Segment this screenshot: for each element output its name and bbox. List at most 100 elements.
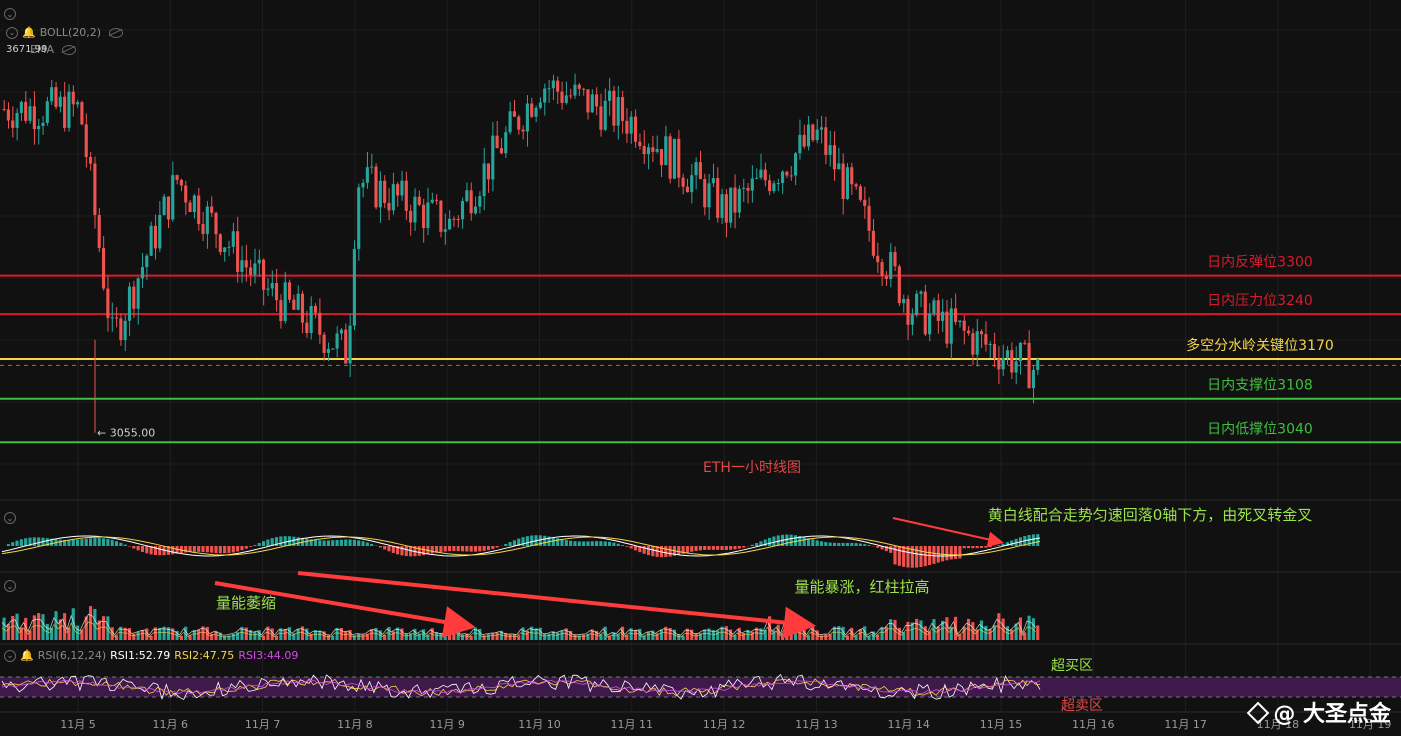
macd-bar: [832, 542, 837, 546]
macd-bar: [742, 546, 746, 548]
volume-bar: [902, 632, 906, 640]
candle-body: [300, 293, 305, 323]
candle-body: [646, 147, 651, 155]
candle-body: [997, 358, 1001, 370]
candle-body: [106, 288, 110, 318]
candle-body: [422, 204, 426, 228]
macd-bar: [971, 546, 975, 549]
volume-bar: [625, 634, 629, 640]
candle-body: [171, 175, 175, 220]
chevron-down-icon[interactable]: ⌄: [4, 8, 16, 20]
rsi3-line: [1, 679, 1041, 695]
candle-body: [850, 167, 854, 185]
x-tick-label: 11月 7: [245, 718, 281, 731]
macd-bar: [802, 537, 806, 546]
macd-bar: [729, 546, 733, 550]
candle-body: [564, 95, 568, 103]
macd-bar: [806, 538, 811, 546]
candle-body: [335, 333, 339, 349]
volume-bar: [889, 619, 893, 640]
macd-bar: [616, 543, 620, 546]
macd-bar: [608, 541, 612, 546]
chevron-down-icon[interactable]: ⌄: [4, 580, 16, 592]
eye-hidden-icon[interactable]: [61, 44, 76, 55]
volume-bar: [608, 635, 612, 640]
macd-header[interactable]: ⌄: [4, 512, 16, 524]
main-collapse[interactable]: ⌄: [4, 8, 16, 20]
candle-body: [612, 90, 616, 126]
macd-panel: [1, 534, 1041, 568]
candle-body: [348, 325, 352, 364]
rsi-name: RSI(6,12,24): [37, 649, 107, 662]
macd-bar: [573, 541, 577, 546]
volume-bar: [819, 635, 824, 640]
volume-bar: [932, 619, 936, 640]
candle-body: [793, 153, 798, 176]
volume-bar: [582, 634, 586, 640]
macd-bar: [76, 539, 80, 546]
rsi-header[interactable]: ⌄ 🔔 RSI(6,12,24) RSI1:52.79 RSI2:47.75 R…: [4, 649, 298, 662]
volume-bar: [110, 627, 114, 640]
candle-body: [893, 252, 897, 267]
volume-bar: [508, 634, 512, 640]
candle-body: [361, 182, 365, 188]
candle-body: [664, 136, 668, 166]
key-levels: 日内反弹位3300 日内压力位3240 多空分水岭关键位3170 日内支撑位3108 日…: [0, 255, 1401, 444]
volume-header[interactable]: ⌄: [4, 580, 16, 592]
candle-body: [452, 218, 456, 220]
chevron-down-icon[interactable]: ⌄: [4, 649, 16, 662]
candle-body: [698, 162, 702, 180]
candle-body: [863, 199, 867, 206]
candle-body: [720, 194, 724, 218]
candle-body: [949, 308, 953, 344]
candle-body: [988, 344, 992, 346]
macd-bar: [210, 546, 214, 553]
ema-header[interactable]: EMA: [30, 43, 76, 56]
candle-body: [352, 248, 356, 326]
volume-bar: [543, 633, 547, 640]
candle-body: [941, 311, 945, 321]
candle-body: [586, 89, 590, 113]
volume-bar: [391, 631, 395, 640]
eye-hidden-icon[interactable]: [109, 27, 124, 38]
macd-bar: [586, 541, 590, 546]
macd-bar: [1036, 534, 1040, 546]
volume-bar: [361, 634, 365, 640]
candle-body: [430, 199, 434, 203]
macd-bar: [603, 541, 607, 546]
volume-bar: [577, 635, 581, 640]
candle-body: [936, 300, 940, 321]
macd-bar: [910, 546, 914, 568]
candle-body: [802, 134, 806, 147]
volume-bar: [945, 617, 949, 640]
chevron-down-icon[interactable]: ⌄: [4, 512, 16, 524]
candle-body: [677, 138, 681, 178]
candle-body: [123, 320, 127, 341]
macd-bar: [577, 541, 581, 546]
macd-bar: [383, 546, 387, 550]
volume-bar: [707, 628, 711, 640]
candle-body: [495, 135, 499, 149]
rsi2-line: [1, 678, 1041, 697]
macd-bar: [58, 539, 62, 546]
volume-bar: [439, 633, 443, 640]
macd-bar: [703, 546, 707, 551]
macd-bar: [132, 546, 136, 549]
volume-bar: [759, 628, 763, 640]
macd-bar: [560, 539, 564, 546]
bell-icon: 🔔: [22, 26, 36, 39]
rsi-band: [0, 677, 1401, 697]
macd-bar: [184, 546, 188, 553]
volume-bar: [495, 632, 499, 640]
candle-body: [270, 283, 274, 289]
macd-bar: [690, 546, 694, 552]
candle-body: [417, 196, 421, 205]
candle-body: [426, 202, 430, 228]
macd-bar: [1005, 542, 1010, 546]
macd-bar: [707, 546, 711, 550]
boll-header[interactable]: ⌄ 🔔 BOLL(20,2): [6, 26, 124, 39]
macd-bar: [551, 537, 555, 546]
macd-bar: [642, 546, 646, 554]
chevron-down-icon[interactable]: ⌄: [6, 26, 18, 39]
